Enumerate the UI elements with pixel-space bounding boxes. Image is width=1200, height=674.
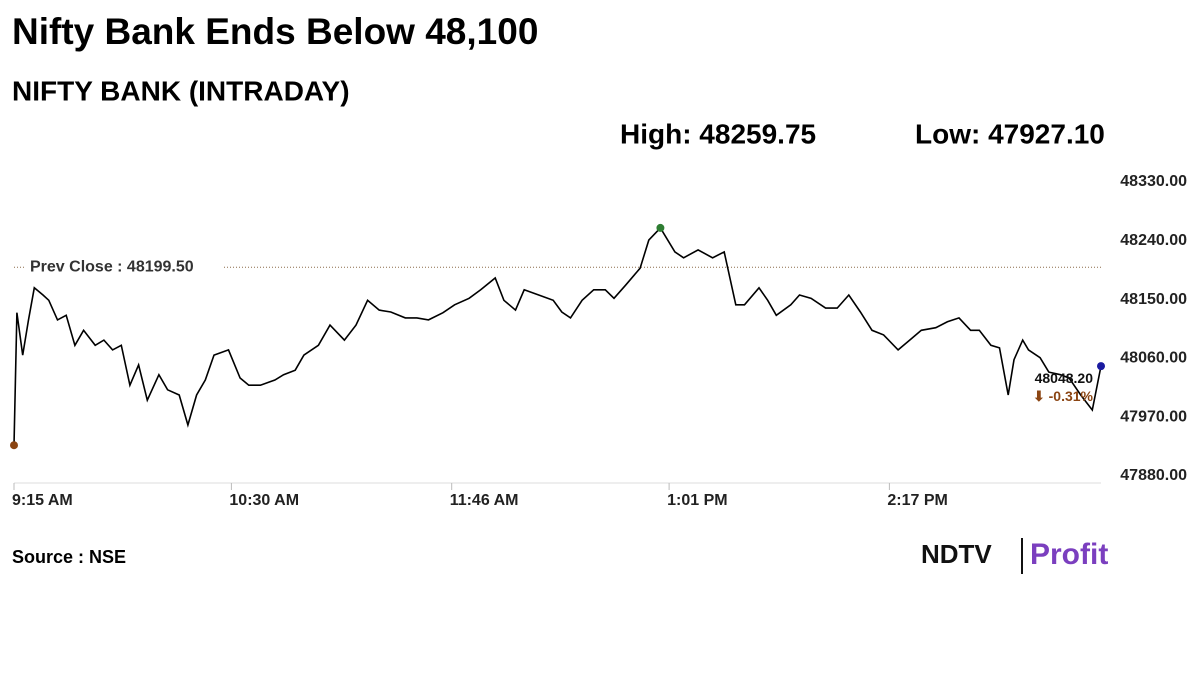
logo-ndtv: NDTV <box>921 539 992 569</box>
change-label: ⬇ -0.31% <box>1033 388 1094 404</box>
chart-title: Nifty Bank Ends Below 48,100 <box>12 11 538 52</box>
x-tick-label: 1:01 PM <box>667 492 727 509</box>
y-tick-label: 48240.00 <box>1120 232 1187 249</box>
x-tick-label: 11:46 AM <box>450 492 519 509</box>
y-tick-label: 47880.00 <box>1120 467 1187 484</box>
high-label: High: 48259.75 <box>620 118 816 149</box>
source: Source : NSE <box>12 547 126 567</box>
y-tick-label: 48060.00 <box>1120 350 1187 367</box>
prev-close-label: Prev Close : 48199.50 <box>30 258 194 275</box>
y-tick-label: 47970.00 <box>1120 408 1187 425</box>
price-line <box>13 226 1102 446</box>
x-tick-label: 10:30 AM <box>229 492 299 509</box>
last-marker <box>1097 362 1105 371</box>
chart-subtitle: NIFTY BANK (INTRADAY) <box>12 75 350 106</box>
y-tick-label: 48330.00 <box>1120 173 1187 190</box>
low-label: Low: 47927.10 <box>915 118 1105 149</box>
y-tick-label: 48150.00 <box>1120 291 1187 308</box>
prev-close-bg <box>24 257 224 278</box>
low-marker <box>10 441 18 450</box>
logo-profit: Profit <box>1030 538 1108 571</box>
x-tick-label: 2:17 PM <box>887 492 947 509</box>
end-value-label: 48048.20 <box>1035 370 1094 386</box>
x-tick-label: 9:15 AM <box>12 492 73 509</box>
high-marker <box>656 223 665 232</box>
